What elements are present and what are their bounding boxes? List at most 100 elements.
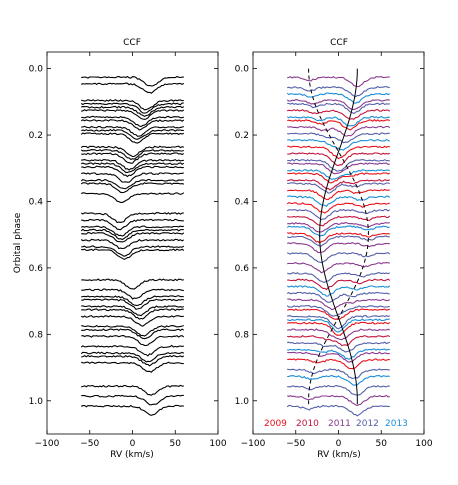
ccf-profile <box>80 182 184 194</box>
legend-2011: 2011 <box>328 419 351 429</box>
ccf-profile <box>81 128 184 140</box>
ccf-profile <box>80 119 185 131</box>
right-rv-curves <box>308 68 369 405</box>
ccf-profile-2009 <box>287 358 390 370</box>
ccf-profile-2013 <box>287 195 391 208</box>
ccf-profile <box>81 288 184 300</box>
ccf-profile <box>81 158 184 171</box>
ccf-profile <box>80 314 184 327</box>
x-tick-label: −50 <box>80 439 99 449</box>
ccf-profile-2009 <box>286 232 390 244</box>
y-tick-label: 0.2 <box>29 131 43 141</box>
ccf-profile <box>81 82 185 94</box>
ccf-profile <box>81 335 185 347</box>
ccf-profile <box>81 245 185 257</box>
y-tick-label: 0.4 <box>29 197 44 207</box>
right-axes: −100 −50 0 50 100 0.0 0.2 0.4 0.6 0.8 1.0 <box>235 51 433 449</box>
ccf-profile <box>81 308 184 320</box>
ccf-profile-2013 <box>286 92 391 104</box>
y-tick-label: 1.0 <box>29 397 44 407</box>
ccf-profile-2012 <box>286 291 390 303</box>
ccf-profile-2011 <box>287 222 390 233</box>
ccf-profile <box>80 102 184 114</box>
ccf-profile-2011 <box>286 394 390 406</box>
ccf-profile <box>80 238 185 250</box>
ccf-profile-2012 <box>287 158 390 172</box>
legend-2010: 2010 <box>296 419 319 429</box>
ccf-profile <box>80 172 184 183</box>
ccf-profile-2009 <box>287 145 390 160</box>
ccf-profile-2010 <box>287 215 391 227</box>
ccf-profile <box>81 354 185 367</box>
ccf-profile <box>81 231 185 243</box>
ccf-profile-2009 <box>287 118 391 131</box>
ccf-profile-2011 <box>287 125 391 137</box>
ccf-profile <box>81 295 184 307</box>
y-tick-label: 0.0 <box>235 65 250 75</box>
ccf-profile-2010 <box>287 178 391 191</box>
ccf-profile-2012 <box>287 384 390 396</box>
ccf-profile <box>80 344 184 357</box>
ccf-profile <box>81 218 184 231</box>
y-tick-label: 0.8 <box>29 330 44 340</box>
y-axis-label: Orbital phase <box>13 212 23 273</box>
x-tick-label: 100 <box>415 439 432 449</box>
ccf-profile <box>80 351 185 363</box>
ccf-profile-2009 <box>287 321 391 336</box>
x-tick-label: −50 <box>286 439 305 449</box>
ccf-profile <box>81 99 184 111</box>
ccf-profile <box>80 404 184 416</box>
left-panel: CCF Orbital phase −100 −50 0 50 100 0.0 0.2 0.4… <box>13 38 227 460</box>
ccf-profile-2011 <box>287 351 390 363</box>
ccf-profile <box>81 105 185 117</box>
ccf-profile-2010 <box>287 278 391 291</box>
y-tick-label: 0.0 <box>29 65 44 75</box>
ccf-profile <box>81 125 184 137</box>
secondary-rv-curve <box>308 68 369 405</box>
ccf-profile-2011 <box>287 162 390 175</box>
ccf-profile <box>81 248 185 260</box>
left-axes: −100 −50 0 50 100 0.0 0.2 0.4 0.6 0.8 1.0 <box>29 51 227 449</box>
ccf-profile <box>80 145 184 158</box>
primary-rv-curve <box>319 68 358 405</box>
ccf-profile <box>80 132 185 144</box>
ccf-profile <box>81 225 184 237</box>
y-tick-label: 1.0 <box>235 397 250 407</box>
ccf-profile-2011 <box>287 298 391 311</box>
right-x-axis-label: RV (km/s) <box>317 450 361 460</box>
legend-2012: 2012 <box>356 419 379 429</box>
x-tick-label: −100 <box>35 439 60 449</box>
ccf-profile-2010 <box>287 152 390 166</box>
legend-2013: 2013 <box>385 419 408 429</box>
ccf-profile <box>81 298 184 310</box>
ccf-profile-2013 <box>287 318 390 333</box>
right-profiles <box>286 76 391 417</box>
ccf-profile <box>80 228 184 241</box>
y-tick-label: 0.4 <box>235 197 250 207</box>
ccf-profile-2012 <box>287 341 390 353</box>
y-tick-label: 0.6 <box>29 264 44 274</box>
legend-2009: 2009 <box>264 419 287 429</box>
ccf-profile-2011 <box>286 99 390 111</box>
ccf-profile <box>81 165 184 178</box>
ccf-profile-2012 <box>287 182 390 194</box>
ccf-profile <box>80 162 185 174</box>
ccf-profile <box>81 278 184 290</box>
ccf-profile-2012 <box>286 305 390 317</box>
x-tick-label: 100 <box>209 439 226 449</box>
ccf-profile-2011 <box>287 76 390 88</box>
ccf-profile <box>81 152 185 164</box>
y-tick-label: 0.6 <box>235 264 250 274</box>
ccf-profile-2012 <box>286 208 391 221</box>
ccf-profile <box>80 361 184 373</box>
ccf-profile-2011 <box>287 328 391 341</box>
ccf-profile-2011 <box>287 261 390 274</box>
ccf-profile-2009 <box>287 188 390 201</box>
left-panel-title: CCF <box>123 38 141 48</box>
x-tick-label: 50 <box>170 439 182 449</box>
ccf-profile <box>81 305 185 317</box>
ccf-profile-2010 <box>287 335 391 347</box>
ccf-profile-2013 <box>286 285 391 297</box>
ccf-profile-2012 <box>287 85 390 98</box>
